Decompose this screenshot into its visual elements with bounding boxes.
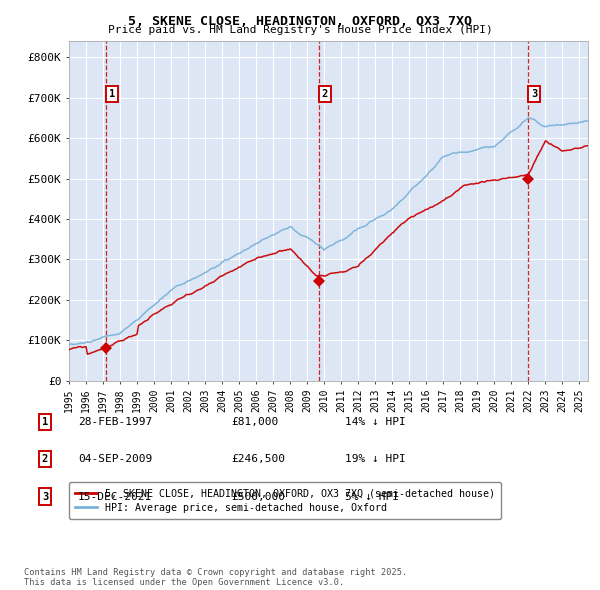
Text: Price paid vs. HM Land Registry's House Price Index (HPI): Price paid vs. HM Land Registry's House … <box>107 25 493 35</box>
Text: 15-DEC-2021: 15-DEC-2021 <box>78 492 152 502</box>
Text: Contains HM Land Registry data © Crown copyright and database right 2025.
This d: Contains HM Land Registry data © Crown c… <box>24 568 407 587</box>
Text: £246,500: £246,500 <box>231 454 285 464</box>
Text: 04-SEP-2009: 04-SEP-2009 <box>78 454 152 464</box>
Text: 5% ↓ HPI: 5% ↓ HPI <box>345 492 399 502</box>
Text: £81,000: £81,000 <box>231 417 278 427</box>
Legend: 5, SKENE CLOSE, HEADINGTON, OXFORD, OX3 7XQ (semi-detached house), HPI: Average : 5, SKENE CLOSE, HEADINGTON, OXFORD, OX3 … <box>69 482 501 519</box>
Text: 19% ↓ HPI: 19% ↓ HPI <box>345 454 406 464</box>
Text: 14% ↓ HPI: 14% ↓ HPI <box>345 417 406 427</box>
Text: 3: 3 <box>42 492 48 502</box>
Text: 1: 1 <box>42 417 48 427</box>
Text: 28-FEB-1997: 28-FEB-1997 <box>78 417 152 427</box>
Text: 5, SKENE CLOSE, HEADINGTON, OXFORD, OX3 7XQ: 5, SKENE CLOSE, HEADINGTON, OXFORD, OX3 … <box>128 15 472 28</box>
Text: 3: 3 <box>531 89 537 99</box>
Text: 2: 2 <box>322 89 328 99</box>
Text: £500,000: £500,000 <box>231 492 285 502</box>
Text: 1: 1 <box>109 89 115 99</box>
Text: 2: 2 <box>42 454 48 464</box>
